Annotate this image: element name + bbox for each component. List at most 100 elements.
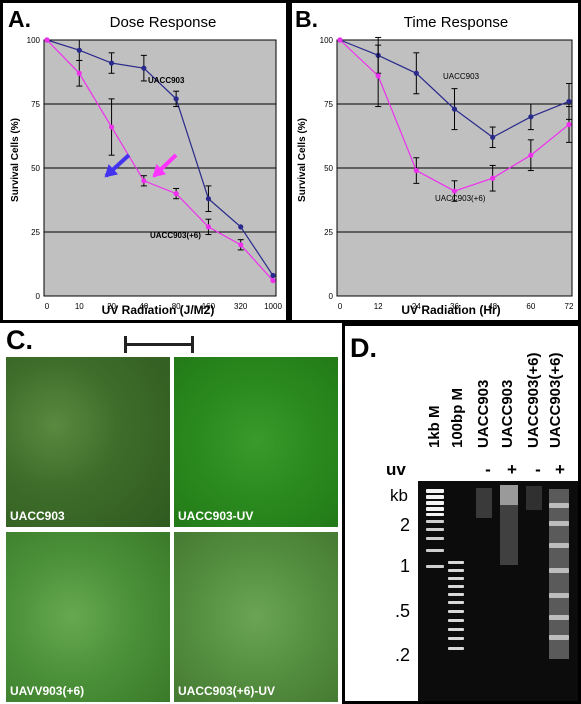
ladder-band — [448, 619, 464, 622]
series-label: UACC903 — [443, 72, 480, 81]
x-tick-label: 60 — [526, 302, 535, 311]
panel-b-frame — [289, 0, 581, 323]
panel-a-frame — [0, 0, 289, 323]
data-point — [76, 70, 82, 76]
panel-b-label: B. — [295, 6, 318, 32]
y-tick-label: 100 — [27, 36, 41, 45]
ladder-band — [448, 637, 464, 640]
data-point — [566, 121, 572, 128]
data-point — [490, 134, 496, 140]
apoptotic-band — [549, 503, 569, 508]
micrograph-uacc903-uv: UACC903-UV — [174, 357, 338, 527]
ladder-band — [426, 565, 444, 568]
data-point — [451, 188, 458, 194]
data-point — [205, 224, 212, 230]
x-tick-label: 10 — [75, 302, 84, 311]
ladder-band — [426, 495, 444, 499]
kb-label: kb — [390, 486, 408, 505]
data-point — [490, 175, 496, 181]
x-tick-label: 320 — [234, 302, 248, 311]
ladder-band — [448, 628, 464, 631]
gel-panel: D. 1kb M 100bp M UACC903 UACC903 UACC903(+6)… — [350, 333, 578, 701]
sample-smear — [526, 486, 542, 510]
ladder-band — [426, 513, 444, 516]
x-tick-label: 40 — [139, 302, 148, 311]
ladder-band — [448, 577, 464, 580]
ladder-band — [426, 520, 444, 523]
y-tick-label: 50 — [324, 164, 333, 173]
ladder-band — [426, 507, 444, 511]
series-label: UACC903(+6) — [435, 194, 486, 203]
y-tick-label: 0 — [329, 292, 334, 301]
data-point — [337, 37, 343, 43]
micrograph-uacc903: UACC903 — [6, 357, 170, 527]
x-tick-label: 36 — [450, 302, 459, 311]
data-point — [451, 106, 458, 112]
data-point — [76, 47, 82, 53]
series-line-1 — [46, 39, 274, 282]
data-point — [108, 60, 115, 66]
apoptotic-band — [549, 635, 569, 640]
sample-smear — [500, 505, 518, 565]
uv-sign: + — [555, 460, 565, 479]
ladder-band — [426, 537, 444, 540]
ladder-band — [448, 610, 464, 613]
data-point — [413, 167, 419, 174]
data-point — [413, 70, 419, 76]
micrograph-uacc903-6-uv: UACC903(+6)-UV — [174, 532, 338, 702]
chart-b-ylabel: Survival Cells (%) — [297, 118, 308, 202]
panel-d-label: D. — [350, 333, 377, 363]
lane-label: UACC903 — [475, 380, 492, 448]
lane-label: UACC903(+6) — [525, 353, 542, 448]
sample-smear — [476, 488, 492, 518]
apoptotic-band — [549, 615, 569, 620]
x-tick-label: 20 — [107, 302, 116, 311]
x-tick-label: 24 — [412, 302, 421, 311]
ladder-band — [448, 647, 464, 650]
apoptotic-band — [549, 543, 569, 548]
data-point — [566, 98, 572, 105]
micrograph-grid: UACC903 UACC903-UV UAVV903(+6) UACC903(+… — [6, 357, 338, 702]
chart-a-xlabel: UV Radiation (J/M2) — [102, 303, 215, 317]
micrograph-uavv903-6: UAVV903(+6) — [6, 532, 170, 702]
pointer-arrowhead — [104, 164, 119, 178]
ladder-band — [448, 593, 464, 596]
ladder-band — [448, 569, 464, 572]
ladder-band — [426, 501, 444, 505]
uv-sign: - — [535, 460, 541, 479]
y-tick-label: 100 — [320, 36, 334, 45]
series-line-0 — [46, 39, 274, 276]
chart-a-ylabel: Survival Cells (%) — [10, 118, 21, 202]
sample-smear — [549, 489, 569, 659]
ladder-band — [426, 489, 444, 493]
lane-label: UACC903(+6) — [547, 353, 564, 448]
micrograph-label: UACC903 — [10, 509, 65, 523]
chart-a-title: Dose Response — [110, 14, 217, 31]
size-label: 1 — [400, 556, 410, 576]
uv-sign: + — [507, 460, 517, 479]
y-tick-label: 25 — [324, 228, 333, 237]
data-point — [528, 152, 534, 158]
size-label: .5 — [395, 601, 410, 621]
apoptotic-band — [549, 521, 569, 526]
x-tick-label: 0 — [338, 302, 343, 311]
x-tick-label: 12 — [374, 302, 383, 311]
data-point — [270, 278, 276, 284]
chart-b-xlabel: UV Radiation (Hr) — [401, 303, 500, 317]
series-label: UACC903(+6) — [150, 231, 201, 240]
lane-label: UACC903 — [499, 380, 516, 448]
y-tick-label: 50 — [31, 164, 40, 173]
y-tick-label: 75 — [31, 100, 40, 109]
ladder-band — [448, 601, 464, 604]
data-point — [205, 196, 212, 202]
micrograph-label: UACC903-UV — [178, 509, 254, 523]
x-tick-label: 80 — [172, 302, 181, 311]
chart-b: B. Time Response 0 25 50 75 100 0 12 24 36 48 60 72… — [295, 6, 574, 317]
data-point — [270, 272, 276, 279]
x-tick-label: 160 — [202, 302, 216, 311]
data-point — [238, 242, 244, 248]
pointer-arrowhead — [152, 164, 167, 178]
panel-c-label: C. — [6, 325, 33, 355]
x-tick-label: 48 — [488, 302, 497, 311]
